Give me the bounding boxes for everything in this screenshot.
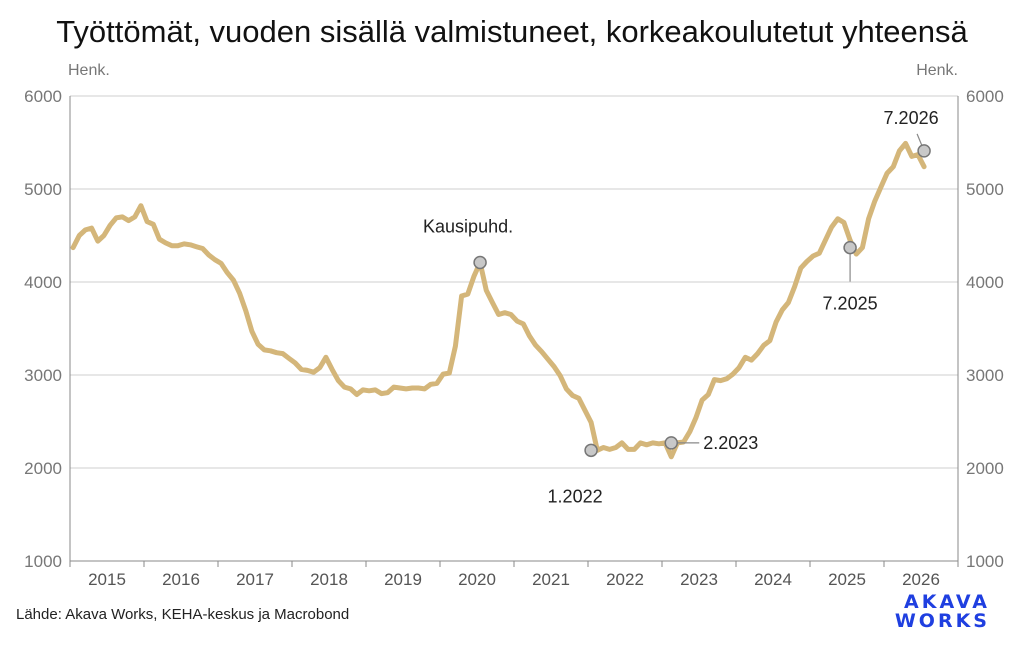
annotation-marker xyxy=(843,240,857,255)
x-tick-label: 2021 xyxy=(532,570,570,589)
y-tick-label-right: 6000 xyxy=(966,87,1004,106)
x-tick-label: 2024 xyxy=(754,570,792,589)
x-tick-label: 2020 xyxy=(458,570,496,589)
chart-title: Työttömät, vuoden sisällä valmistuneet, … xyxy=(56,14,968,49)
y-tick-label-left: 4000 xyxy=(24,273,62,292)
x-tick-label: 2019 xyxy=(384,570,422,589)
y-tick-label-right: 3000 xyxy=(966,366,1004,385)
y-tick-label-left: 3000 xyxy=(24,366,62,385)
annotation-label: 1.2022 xyxy=(548,486,603,506)
y-tick-label-right: 2000 xyxy=(966,459,1004,478)
x-tick-label: 2018 xyxy=(310,570,348,589)
annotation-label: 7.2025 xyxy=(823,294,878,314)
left-axis-unit: Henk. xyxy=(68,62,110,79)
x-tick-label: 2022 xyxy=(606,570,644,589)
x-tick-label: 2023 xyxy=(680,570,718,589)
x-tick-label: 2015 xyxy=(88,570,126,589)
x-tick-label: 2026 xyxy=(902,570,940,589)
y-tick-label-right: 4000 xyxy=(966,273,1004,292)
x-tick-label: 2025 xyxy=(828,570,866,589)
y-tick-label-left: 5000 xyxy=(24,180,62,199)
annotation-label: 7.2026 xyxy=(884,108,939,128)
annotation-marker xyxy=(664,436,678,450)
y-tick-label-right: 1000 xyxy=(966,552,1004,571)
akava-works-logo: AKAVA WORKS xyxy=(894,591,990,632)
series-line xyxy=(70,140,927,460)
annotation-marker xyxy=(473,255,487,270)
y-tick-label-left: 1000 xyxy=(24,552,62,571)
annotation-label: 2.2023 xyxy=(703,433,758,453)
annotation-marker xyxy=(917,144,931,158)
right-axis-unit: Henk. xyxy=(916,62,958,79)
annotation-label: Kausipuhd. xyxy=(423,216,513,236)
y-tick-label-left: 6000 xyxy=(24,87,62,106)
annotation-marker xyxy=(584,443,598,458)
x-tick-label: 2017 xyxy=(236,570,274,589)
source-note: Lähde: Akava Works, KEHA-keskus ja Macro… xyxy=(16,606,350,623)
x-tick-label: 2016 xyxy=(162,570,200,589)
y-tick-label-left: 2000 xyxy=(24,459,62,478)
y-tick-label-right: 5000 xyxy=(966,180,1004,199)
